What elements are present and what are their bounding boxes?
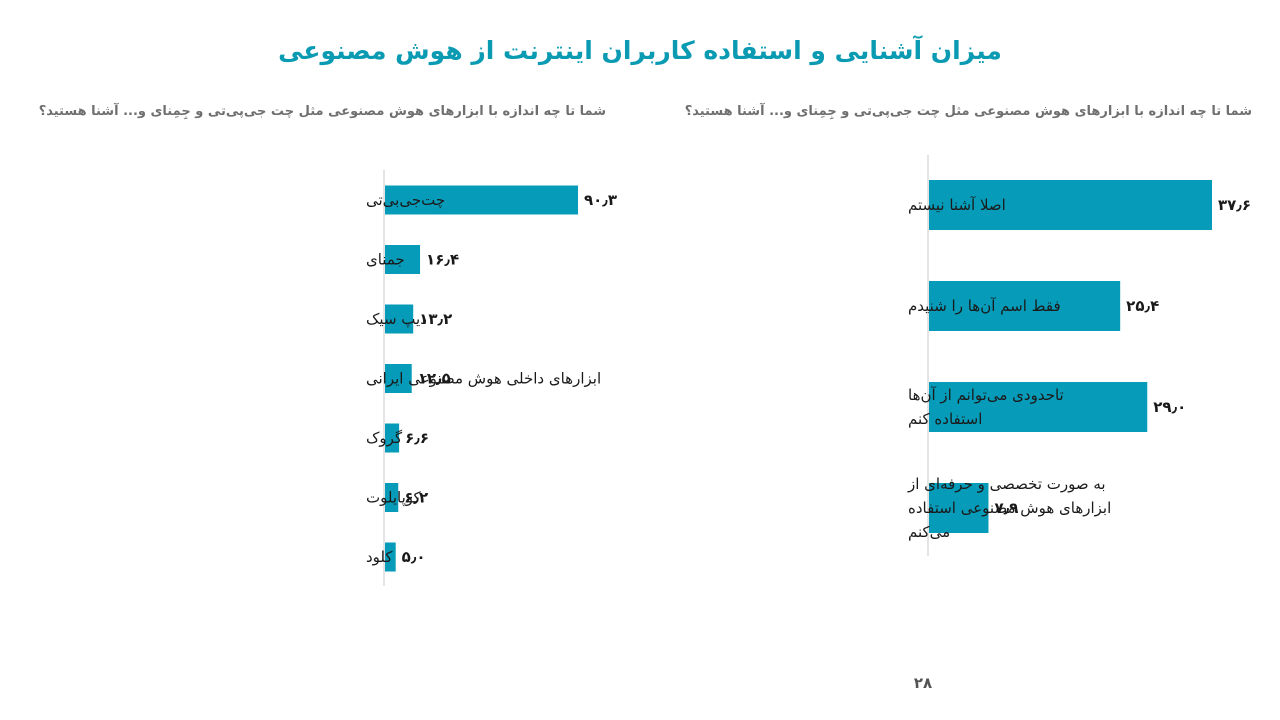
data-label: ۱۶٫۴ <box>426 251 459 269</box>
data-label: ۳۷٫۶ <box>1218 196 1251 214</box>
data-label: ۲۵٫۴ <box>1126 297 1159 315</box>
category-label: ابزارهای داخلی هوش مصنوعی ایرانی <box>366 370 601 388</box>
bar <box>385 364 412 393</box>
category-label: کلود <box>366 548 393 566</box>
left-chart-question: شما تا چه اندازه با ابزارهای هوش مصنوعی … <box>38 104 606 119</box>
bar <box>385 542 396 572</box>
data-label: ۱۲٫۵ <box>418 370 451 388</box>
category-label: ابزارهای هوش مصنوعی استفاده <box>908 499 1111 517</box>
category-label: فقط اسم آن‌ها را شنیدم <box>908 297 1061 315</box>
category-label: به صورت تخصصی و حرفه‌ای از <box>907 475 1106 493</box>
data-label: ۱۳٫۲ <box>419 310 452 328</box>
category-label: استفاده کنم <box>908 410 982 428</box>
data-label: ۶٫۶ <box>405 429 429 447</box>
bar <box>929 281 1121 331</box>
category-label: جمنای <box>366 251 405 269</box>
data-label: ۷٫۹ <box>994 499 1018 517</box>
category-label: اصلا آشنا نیستم <box>908 196 1006 214</box>
bar <box>929 382 1148 432</box>
category-label: می‌کنم <box>908 523 950 541</box>
category-label: چت‌جی‌بی‌تی <box>366 191 445 209</box>
bar <box>929 483 989 533</box>
data-label: ۵٫۰ <box>402 548 426 566</box>
data-label: ۹۰٫۳ <box>584 191 617 209</box>
page-title: میزان آشنایی و استفاده کاربران اینترنت ا… <box>278 36 1002 65</box>
category-label: گروک <box>366 429 403 447</box>
bar <box>385 483 399 512</box>
bar <box>385 185 578 215</box>
bar <box>385 423 400 453</box>
bar <box>385 304 414 334</box>
data-label: ۲۹٫۰ <box>1153 398 1186 416</box>
right-chart-question: شما تا چه اندازه با ابزارهای هوش مصنوعی … <box>684 104 1252 119</box>
category-label: کوپایلوت <box>366 489 422 508</box>
category-label: تاحدودی می‌توانم از آن‌ها <box>908 386 1064 404</box>
category-label: دیپ سیک <box>366 310 427 329</box>
bar <box>385 245 421 274</box>
page-number: ۲۸ <box>913 674 933 692</box>
data-label: ۶٫۲ <box>404 489 428 507</box>
bar <box>929 180 1212 230</box>
